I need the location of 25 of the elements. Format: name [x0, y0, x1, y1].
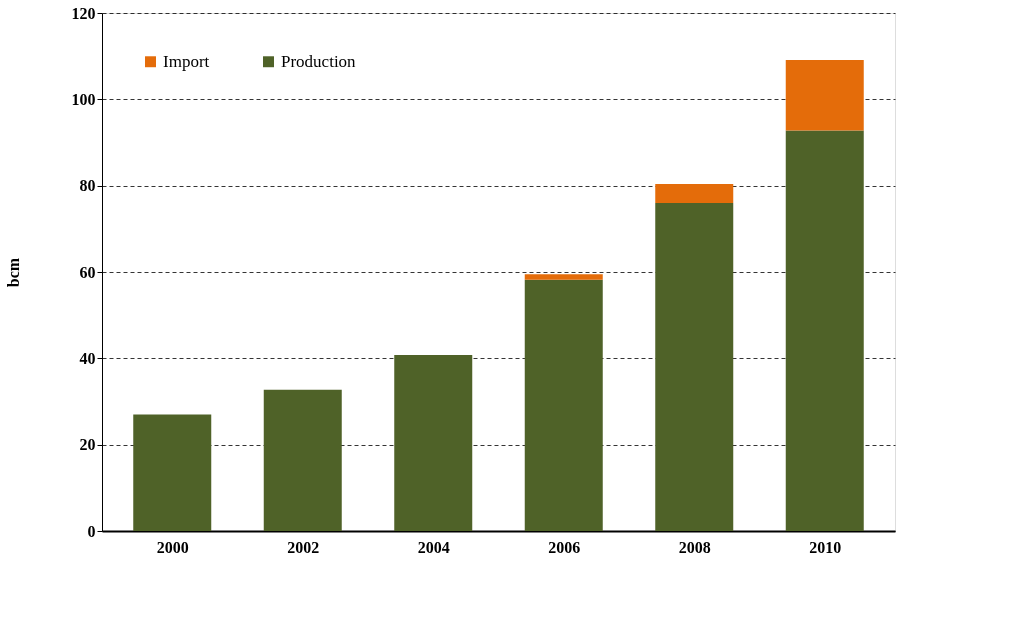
bar: [524, 274, 603, 280]
bar: [133, 414, 212, 531]
y-tick-label: 0: [87, 522, 96, 540]
x-tick-label: 2010: [809, 538, 842, 556]
x-tick-label: 2000: [156, 538, 189, 556]
legend-label: Production: [281, 51, 357, 71]
x-tick-label: 2002: [287, 538, 320, 556]
bar: [263, 389, 342, 531]
y-tick-label: 40: [79, 349, 96, 367]
bar: [655, 183, 734, 203]
y-tick-label: 80: [79, 177, 96, 195]
y-tick-label: 60: [79, 263, 96, 281]
y-tick-label: 20: [79, 436, 96, 454]
bar: [785, 60, 864, 131]
x-tick-label: 2008: [678, 538, 711, 556]
legend-label: Import: [163, 51, 210, 71]
bar: [785, 130, 864, 531]
y-tick-label: 100: [71, 90, 96, 108]
x-tick-label: 2004: [417, 538, 450, 556]
bar: [655, 202, 734, 531]
x-tick-label: 2006: [548, 538, 581, 556]
bar: [394, 354, 473, 531]
y-axis-title: bcm: [4, 257, 22, 288]
bar: [524, 279, 603, 531]
y-tick-label: 120: [71, 4, 96, 22]
